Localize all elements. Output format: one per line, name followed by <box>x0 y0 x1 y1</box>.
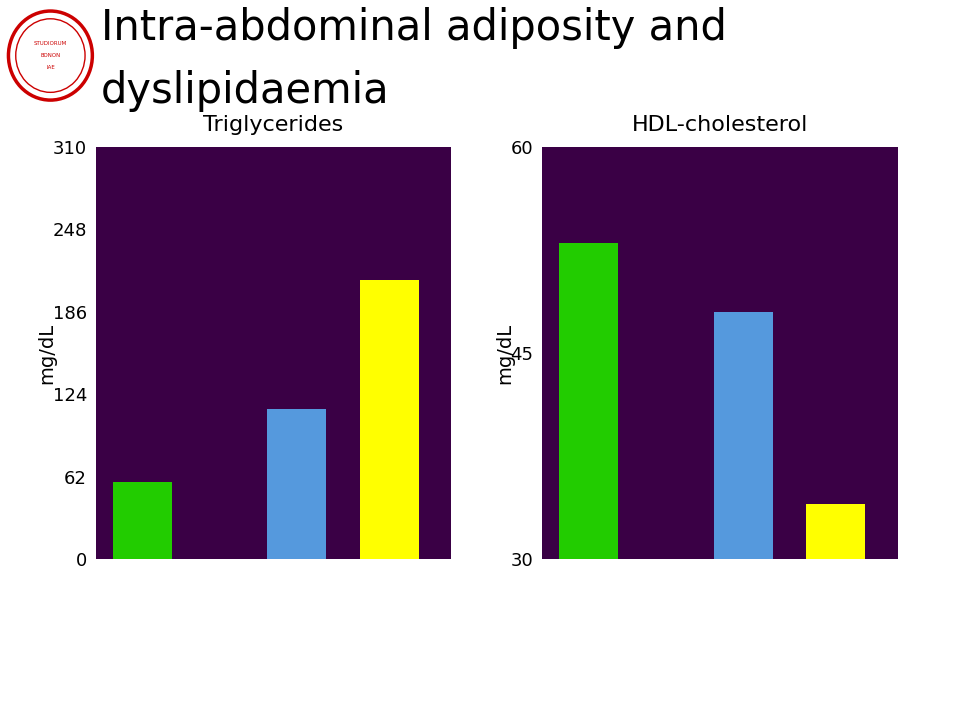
Text: Intra-abdominal adiposity and: Intra-abdominal adiposity and <box>101 7 727 49</box>
Text: Triglycerides: Triglycerides <box>204 115 344 135</box>
Bar <box>806 504 865 717</box>
Bar <box>268 409 326 559</box>
Bar <box>360 280 419 559</box>
Text: BONON: BONON <box>40 53 60 58</box>
Bar <box>560 243 618 717</box>
Text: Pouliot, Diabetes 1992: Pouliot, Diabetes 1992 <box>18 686 214 701</box>
Text: HDL-cholesterol: HDL-cholesterol <box>632 115 808 135</box>
Text: dyslipidaemia: dyslipidaemia <box>101 70 390 113</box>
Text: ALMA MATER STUDIORUM – UNIVERSITÀ DI BOLOGNA: ALMA MATER STUDIORUM – UNIVERSITÀ DI BOL… <box>424 687 795 701</box>
Y-axis label: mg/dL: mg/dL <box>37 323 57 384</box>
Text: IAE: IAE <box>46 65 55 70</box>
Bar <box>113 482 172 559</box>
Y-axis label: mg/dL: mg/dL <box>495 323 515 384</box>
Text: STUDIORUM: STUDIORUM <box>34 42 67 47</box>
Bar <box>714 312 773 717</box>
